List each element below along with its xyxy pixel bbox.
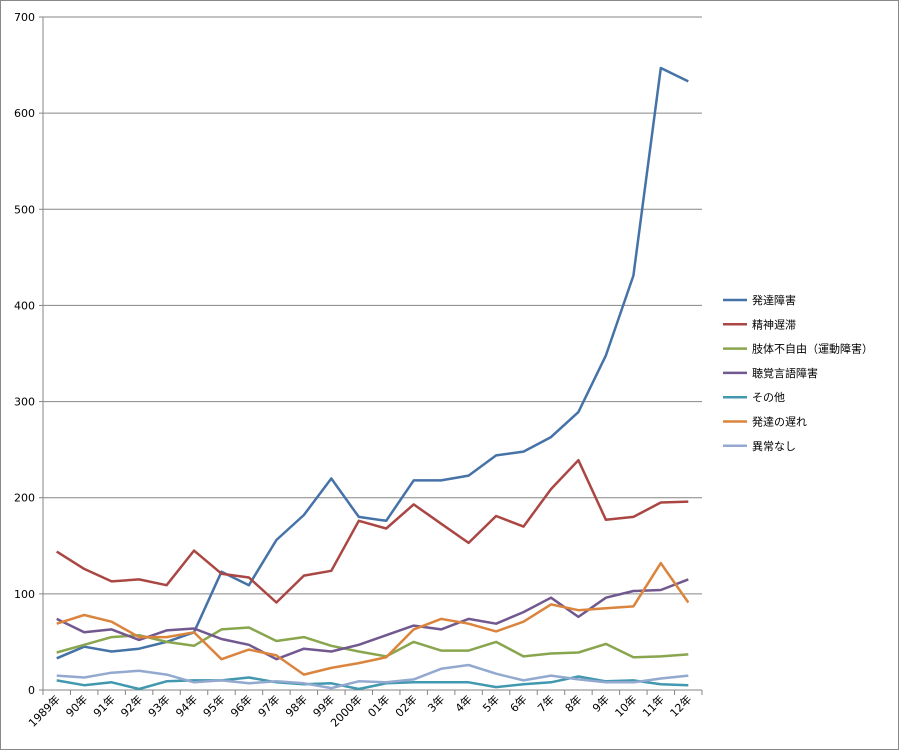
y-tick-label: 700 [14,11,35,24]
legend-label: 肢体不自由（運動障害） [752,342,873,356]
x-tick-label: 7年 [534,692,557,715]
x-tick-label: 98年 [282,692,310,720]
legend-label: 発達の遅れ [752,415,807,429]
x-tick-label: 01年 [365,692,393,720]
x-tick-label: 9年 [589,692,612,715]
y-tick-label: 300 [14,396,35,409]
x-tick-label: 8年 [562,692,585,715]
x-tick-label: 4年 [452,692,475,715]
series-line-4 [56,675,689,691]
legend-label: 精神遅滞 [752,317,796,331]
series-line-1 [56,458,689,604]
series-line-6 [56,663,689,690]
series-line-0 [56,66,689,660]
y-tick-label: 100 [14,588,35,601]
x-tick-label: 1989年 [25,692,62,729]
series-line-5 [56,561,690,676]
x-tick-label: 91年 [90,692,118,720]
x-tick-label: 10年 [612,692,640,720]
legend-label: 発達障害 [752,293,796,307]
x-tick-label: 97年 [255,692,283,720]
x-tick-label: 12年 [667,692,695,720]
series-line-3 [56,578,689,661]
x-tick-label: 11年 [639,692,667,720]
series-line-2 [56,626,689,659]
y-tick-label: 600 [14,107,35,120]
y-tick-label: 500 [14,203,35,216]
x-tick-label: 6年 [507,692,530,715]
x-tick-label: 96年 [227,692,255,720]
legend-label: 聴覚言語障害 [752,366,818,380]
x-tick-label: 92年 [118,692,146,720]
x-tick-label: 5年 [480,692,503,715]
x-tick-label: 93年 [145,692,173,720]
x-tick-label: 02年 [392,692,420,720]
legend-label: 異常なし [752,440,796,453]
x-tick-label: 90年 [63,692,91,720]
legend-label: その他 [752,391,785,404]
x-tick-label: 94年 [173,692,201,720]
y-tick-label: 400 [14,299,35,312]
x-tick-label: 3年 [425,692,448,715]
y-tick-label: 0 [28,684,35,697]
x-tick-label: 95年 [200,692,228,720]
y-tick-label: 200 [14,492,35,505]
